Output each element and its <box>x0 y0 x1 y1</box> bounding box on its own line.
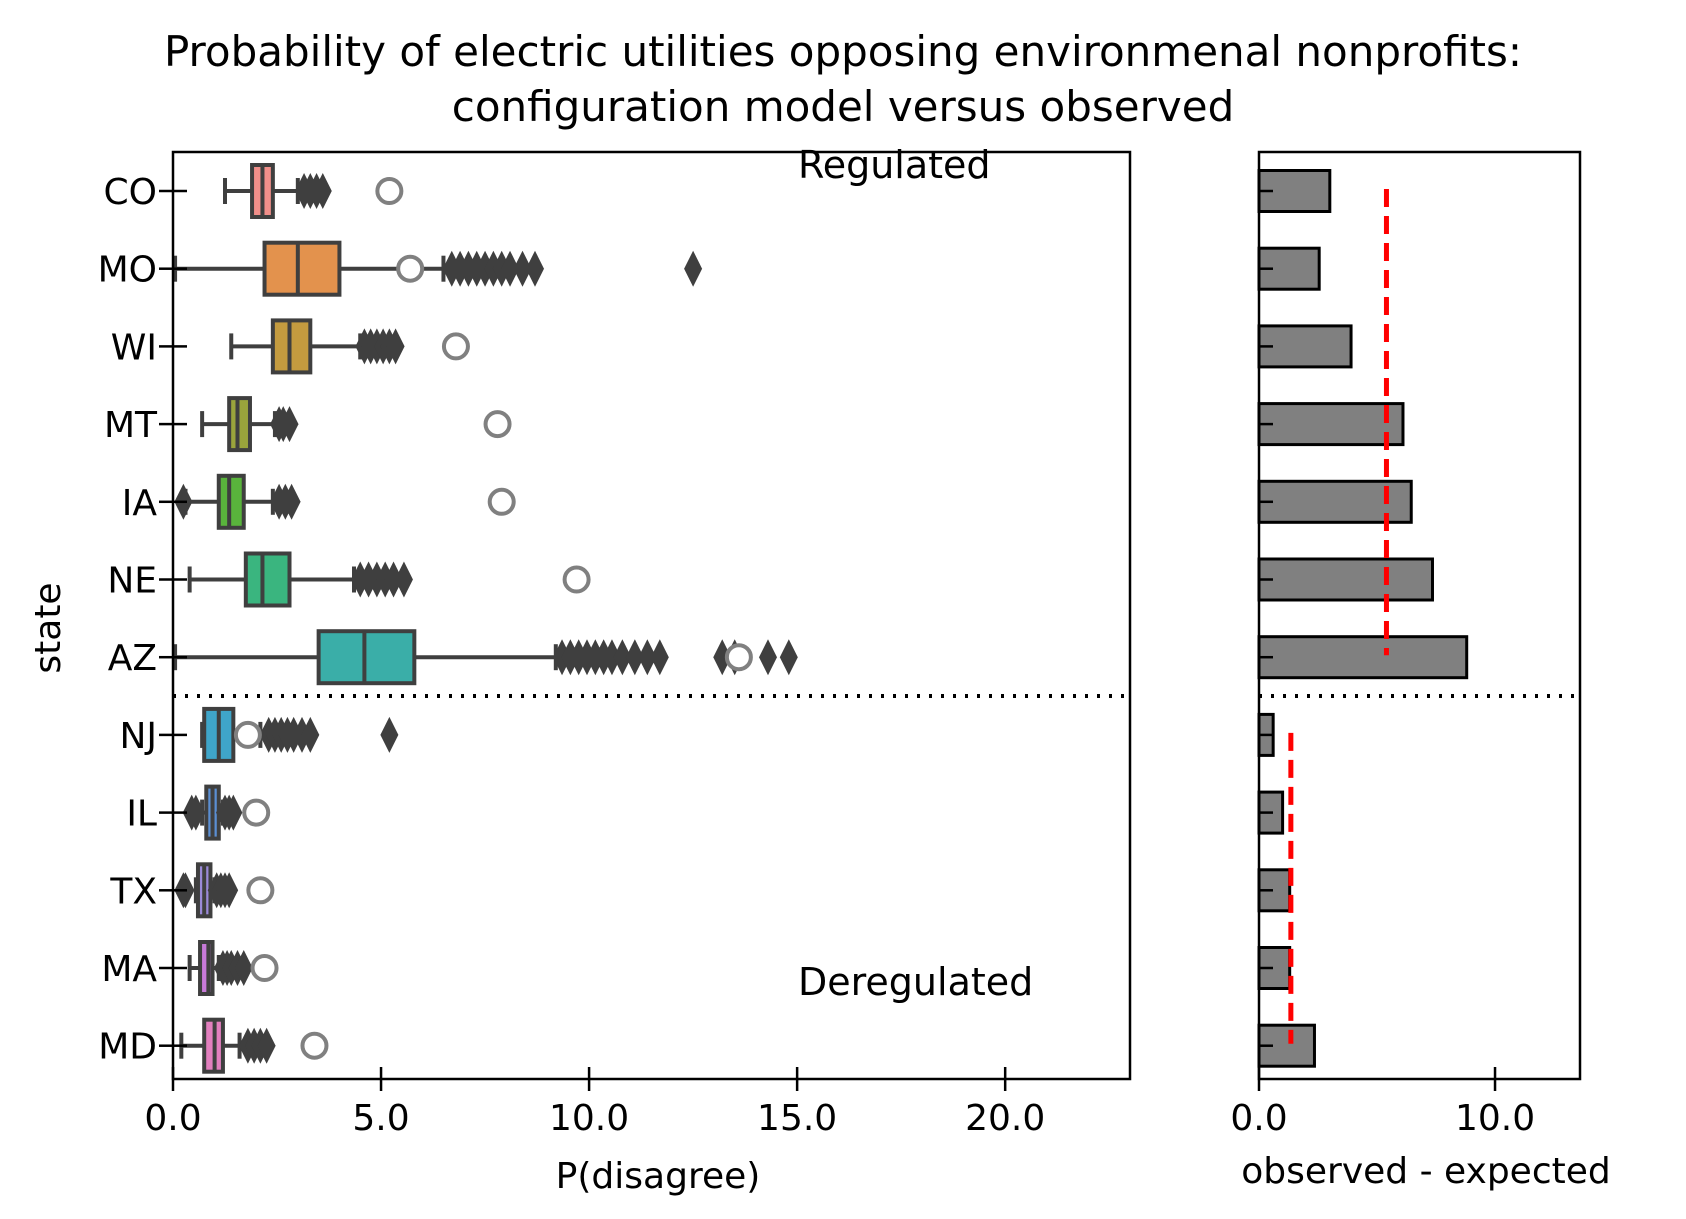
box-group-nj <box>202 709 398 761</box>
y-tick-label-ma: MA <box>101 949 157 990</box>
outlier-marker <box>684 251 702 287</box>
y-tick-label-ne: NE <box>107 561 157 602</box>
observed-marker <box>302 1034 326 1058</box>
box-group-md <box>181 1020 326 1072</box>
outlier-marker <box>380 717 398 753</box>
observed-marker <box>444 334 468 358</box>
y-tick-label-wi: WI <box>111 327 157 368</box>
observed-marker <box>727 645 751 669</box>
iqr-box <box>265 243 340 295</box>
bar-x-tick-label: 10.0 <box>1455 1098 1535 1139</box>
outlier-marker <box>780 639 798 675</box>
annotation-regulated: Regulated <box>798 143 991 187</box>
observed-marker <box>248 878 272 902</box>
y-tick-label-ia: IA <box>122 483 158 524</box>
iqr-box <box>246 554 290 606</box>
iqr-box <box>319 631 415 683</box>
iqr-box <box>229 398 250 450</box>
iqr-box <box>273 320 310 372</box>
box-group-tx <box>174 864 272 916</box>
annotation-deregulated: Deregulated <box>798 960 1033 1004</box>
y-tick-label-tx: TX <box>109 871 157 912</box>
outlier-marker <box>526 251 544 287</box>
observed-marker <box>486 412 510 436</box>
chart-title-line2: configuration model versus observed <box>452 82 1234 131</box>
box-group-wi <box>231 320 468 372</box>
y-tick-label-az: AZ <box>108 638 157 679</box>
iqr-box <box>219 476 244 528</box>
left-x-axis-label: P(disagree) <box>556 1156 761 1197</box>
x-tick-label: 15.0 <box>757 1098 837 1139</box>
observed-marker <box>565 568 589 592</box>
box-group-ia <box>174 476 513 528</box>
y-tick-label-md: MD <box>98 1027 157 1068</box>
outlier-marker <box>395 562 413 598</box>
box-group-mt <box>202 398 509 450</box>
box-group-mo <box>175 243 702 295</box>
x-tick-label: 5.0 <box>352 1098 409 1139</box>
bar-mt <box>1259 404 1403 445</box>
chart-title-line1: Probability of electric utilities opposi… <box>164 27 1522 76</box>
y-tick-label-mt: MT <box>104 405 158 446</box>
bar-panel: 0.0 10.0 <box>1230 152 1580 1139</box>
bar-az <box>1259 637 1467 678</box>
x-tick-label: 0.0 <box>144 1098 201 1139</box>
x-tick-label: 10.0 <box>549 1098 629 1139</box>
observed-marker <box>490 490 514 514</box>
iqr-box <box>200 942 212 994</box>
outlier-marker <box>651 639 669 675</box>
observed-marker <box>377 179 401 203</box>
left-y-axis-label: state <box>28 582 69 673</box>
x-tick-label: 20.0 <box>965 1098 1045 1139</box>
observed-marker <box>244 801 268 825</box>
y-tick-label-il: IL <box>126 794 157 835</box>
observed-marker <box>398 257 422 281</box>
box-group-az <box>175 631 798 683</box>
y-tick-label-nj: NJ <box>119 716 157 757</box>
y-tick-label-co: CO <box>104 172 157 213</box>
y-tick-label-mo: MO <box>98 250 157 291</box>
box-group-ma <box>190 942 277 994</box>
bar-x-tick-label: 0.0 <box>1230 1098 1287 1139</box>
outlier-marker <box>759 639 777 675</box>
box-group-co <box>225 165 401 217</box>
right-x-axis-label: observed - expected <box>1241 1151 1611 1192</box>
observed-marker <box>253 956 277 980</box>
bar-ne <box>1259 559 1432 600</box>
observed-marker <box>236 723 260 747</box>
right-plot-frame <box>1259 152 1580 1079</box>
box-group-ne <box>190 554 589 606</box>
box-group-il <box>183 787 268 839</box>
